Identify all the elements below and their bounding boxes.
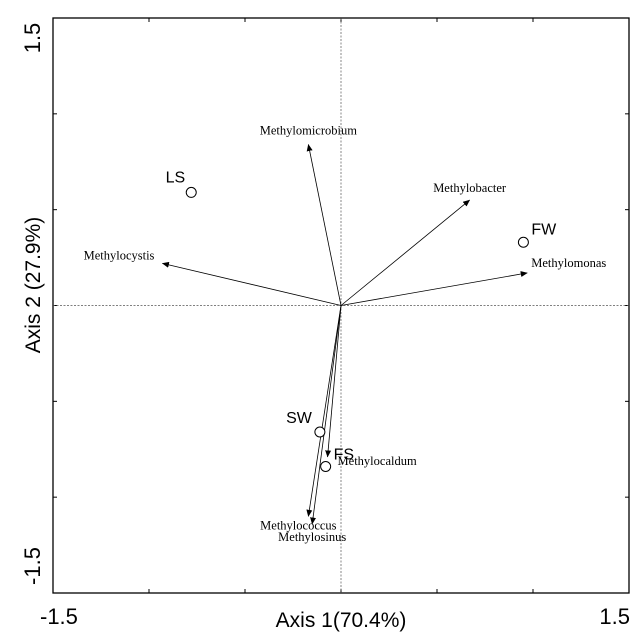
site-point-sw (314, 426, 326, 438)
y-tick-label-max: 1.5 (20, 23, 45, 54)
vector-label-methylomicrobium: Methylomicrobium (260, 124, 357, 138)
vector-label-methylobacter: Methylobacter (433, 181, 507, 195)
site-label-fw: FW (531, 221, 557, 238)
site-point-ls (185, 186, 197, 198)
y-tick-label-min: -1.5 (20, 547, 45, 585)
x-tick-label-min: -1.5 (40, 604, 78, 629)
site-points: LS FW SW FS (166, 169, 557, 472)
vector-label-methylomonas: Methylomonas (531, 256, 606, 270)
site-label-ls: LS (166, 169, 186, 186)
site-label-fs: FS (334, 447, 354, 464)
vector-arrow-methylomicrobium (306, 144, 342, 306)
x-axis-label: Axis 1(70.4%) (276, 609, 407, 632)
x-tick-label-max: 1.5 (599, 604, 630, 629)
vector-label-methylosinus: Methylosinus (278, 530, 346, 544)
vector-arrow-methylomonas (340, 271, 528, 306)
vector-label-methylocaldum: Methylocaldum (338, 454, 417, 468)
vector-arrow-methylobacter (340, 199, 471, 306)
species-vectors: Methylomicrobium Methylobacter Methylocyst… (84, 124, 607, 545)
vector-arrow-methylocystis (161, 261, 342, 306)
vector-arrow-methylosinus (310, 305, 342, 525)
site-point-fw (517, 236, 529, 248)
vector-arrow-methylocaldum (325, 305, 342, 458)
y-axis-label: Axis 2 (27.9%) (22, 217, 45, 354)
site-point-fs (320, 461, 332, 472)
site-label-sw: SW (286, 410, 313, 427)
vector-arrow-methylococcus (306, 305, 342, 517)
vector-label-methylococcus: Methylococcus (260, 518, 337, 532)
vector-label-methylocystis: Methylocystis (84, 248, 155, 262)
